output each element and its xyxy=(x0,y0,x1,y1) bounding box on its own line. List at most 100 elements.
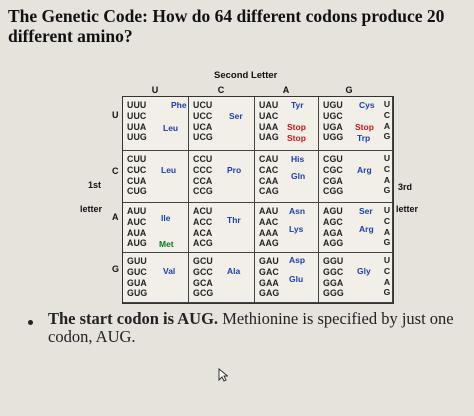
codon: UAC xyxy=(259,110,279,121)
codon: GAA xyxy=(259,277,279,288)
codon-block-ag: AGU AGC AGA AGG Ser Arg xyxy=(319,203,393,253)
codon: CCG xyxy=(193,186,213,197)
amino-acid-label: Asn xyxy=(289,206,306,216)
codon: CUG xyxy=(127,186,147,197)
codon: GCA xyxy=(193,277,213,288)
third-letter: U xyxy=(383,153,391,163)
codon: UUG xyxy=(127,132,147,143)
codon: UCA xyxy=(193,121,213,132)
codon: UGG xyxy=(323,132,344,143)
bullet-icon xyxy=(28,320,33,325)
codon: AUU xyxy=(127,206,147,216)
codon-list: AGU AGC AGA AGG xyxy=(323,206,343,249)
codon: UGU xyxy=(323,100,343,110)
codon-block-cu: CUU CUC CUA CUG Leu xyxy=(123,151,189,203)
codon: GUG xyxy=(127,288,148,299)
codon: AUC xyxy=(127,216,147,227)
codon-list: CAU CAC CAA CAG xyxy=(259,154,279,197)
codon-block-gu: GUU GUC GUA GUG Val xyxy=(123,253,189,303)
codon-block-ua: UAU UAC UAA UAG Tyr Stop Stop xyxy=(255,97,319,151)
column-header-u: U xyxy=(151,85,159,95)
codon: UGC xyxy=(323,110,343,121)
codon: AAA xyxy=(259,227,279,238)
codon: AUA xyxy=(127,227,147,238)
amino-acid-label: Phe xyxy=(171,100,187,110)
second-letter-label: Second Letter xyxy=(214,70,278,81)
codon-block-ug: UGU UGC UGA UGG Cys Stop Trp xyxy=(319,97,393,151)
codon: GGU xyxy=(323,256,344,266)
amino-acid-label: Stop xyxy=(355,122,374,132)
third-letter: C xyxy=(383,215,391,226)
codon: UAG xyxy=(259,132,279,143)
third-letter: U xyxy=(383,255,391,265)
codon: CUC xyxy=(127,164,147,175)
third-letter-label-line2: letter xyxy=(396,204,419,214)
amino-acid-label: Leu xyxy=(161,165,177,175)
codon: GAC xyxy=(259,266,279,277)
codon: ACC xyxy=(193,216,213,227)
third-letter: A xyxy=(383,120,391,131)
amino-acid-label: Stop xyxy=(287,122,306,132)
codon: AGU xyxy=(323,206,343,216)
amino-acid-label: Arg xyxy=(357,165,372,175)
codon-block-gg: GGU GGC GGA GGG Gly xyxy=(319,253,393,303)
codon: UCU xyxy=(193,100,213,110)
codon: UUA xyxy=(127,121,147,132)
third-letter: G xyxy=(383,185,391,196)
codon-block-uc: UCU UCC UCA UCG Ser xyxy=(189,97,255,151)
codon: AGG xyxy=(323,238,344,249)
codon: CGU xyxy=(323,154,343,164)
codon: GCC xyxy=(193,266,213,277)
codon: GGC xyxy=(323,266,344,277)
amino-acid-label: Glu xyxy=(289,274,304,284)
column-header-g: G xyxy=(345,85,353,95)
codon-list: UCU UCC UCA UCG xyxy=(193,100,213,143)
codon: AAG xyxy=(259,238,279,249)
codon: GUC xyxy=(127,266,147,277)
codon: GGG xyxy=(323,288,344,299)
codon: CAG xyxy=(259,186,279,197)
codon: UCC xyxy=(193,110,213,121)
third-letter: C xyxy=(383,109,391,120)
amino-acid-label: Ala xyxy=(227,266,241,276)
row-letter-g: G xyxy=(112,264,120,274)
mouse-cursor-icon xyxy=(218,368,228,382)
codon: GAG xyxy=(259,288,280,299)
amino-acid-label: Ile xyxy=(161,213,171,223)
codon: GUA xyxy=(127,277,147,288)
amino-acid-label: Thr xyxy=(227,215,241,225)
codon-list: GAU GAC GAA GAG xyxy=(259,256,279,299)
codon: AAC xyxy=(259,216,279,227)
codon: AGA xyxy=(323,227,343,238)
third-letter: C xyxy=(383,163,391,174)
third-letter-label: 3rd xyxy=(398,182,413,192)
third-letter: U xyxy=(383,205,391,215)
amino-acid-label: Stop xyxy=(287,133,306,143)
third-letter: C xyxy=(383,265,391,276)
codon: CAU xyxy=(259,154,279,164)
row-letter-u: U xyxy=(112,110,119,120)
codon-list: CUU CUC CUA CUG xyxy=(127,154,147,197)
codon: ACU xyxy=(193,206,213,216)
amino-acid-label: Trp xyxy=(357,133,371,143)
codon-block-gc: GCU GCC GCA GCG Ala xyxy=(189,253,255,303)
row-letter-c: C xyxy=(112,166,119,176)
codon-list: CGU CGC CGA CGG xyxy=(323,154,343,197)
codon: CGG xyxy=(323,186,344,197)
codon-list: CCU CCC CCA CCG xyxy=(193,154,213,197)
amino-acid-label: Tyr xyxy=(291,100,304,110)
third-letter: G xyxy=(383,131,391,142)
codon: CAC xyxy=(259,164,279,175)
third-letter: A xyxy=(383,174,391,185)
codon: GAU xyxy=(259,256,279,266)
amino-acid-label: Pro xyxy=(227,165,242,175)
first-letter-label-line2: letter xyxy=(80,204,103,214)
codon: CCC xyxy=(193,164,213,175)
codon: GGA xyxy=(323,277,344,288)
third-letter: A xyxy=(383,276,391,287)
codon-block-cc: CCU CCC CCA CCG Pro xyxy=(189,151,255,203)
codon-block-cg: CGU CGC CGA CGG Arg xyxy=(319,151,393,203)
amino-acid-label: Leu xyxy=(163,123,179,133)
codon-block-uu: UUU UUC UUA UUG Phe Leu xyxy=(123,97,189,151)
codon-list: AAU AAC AAA AAG xyxy=(259,206,279,249)
